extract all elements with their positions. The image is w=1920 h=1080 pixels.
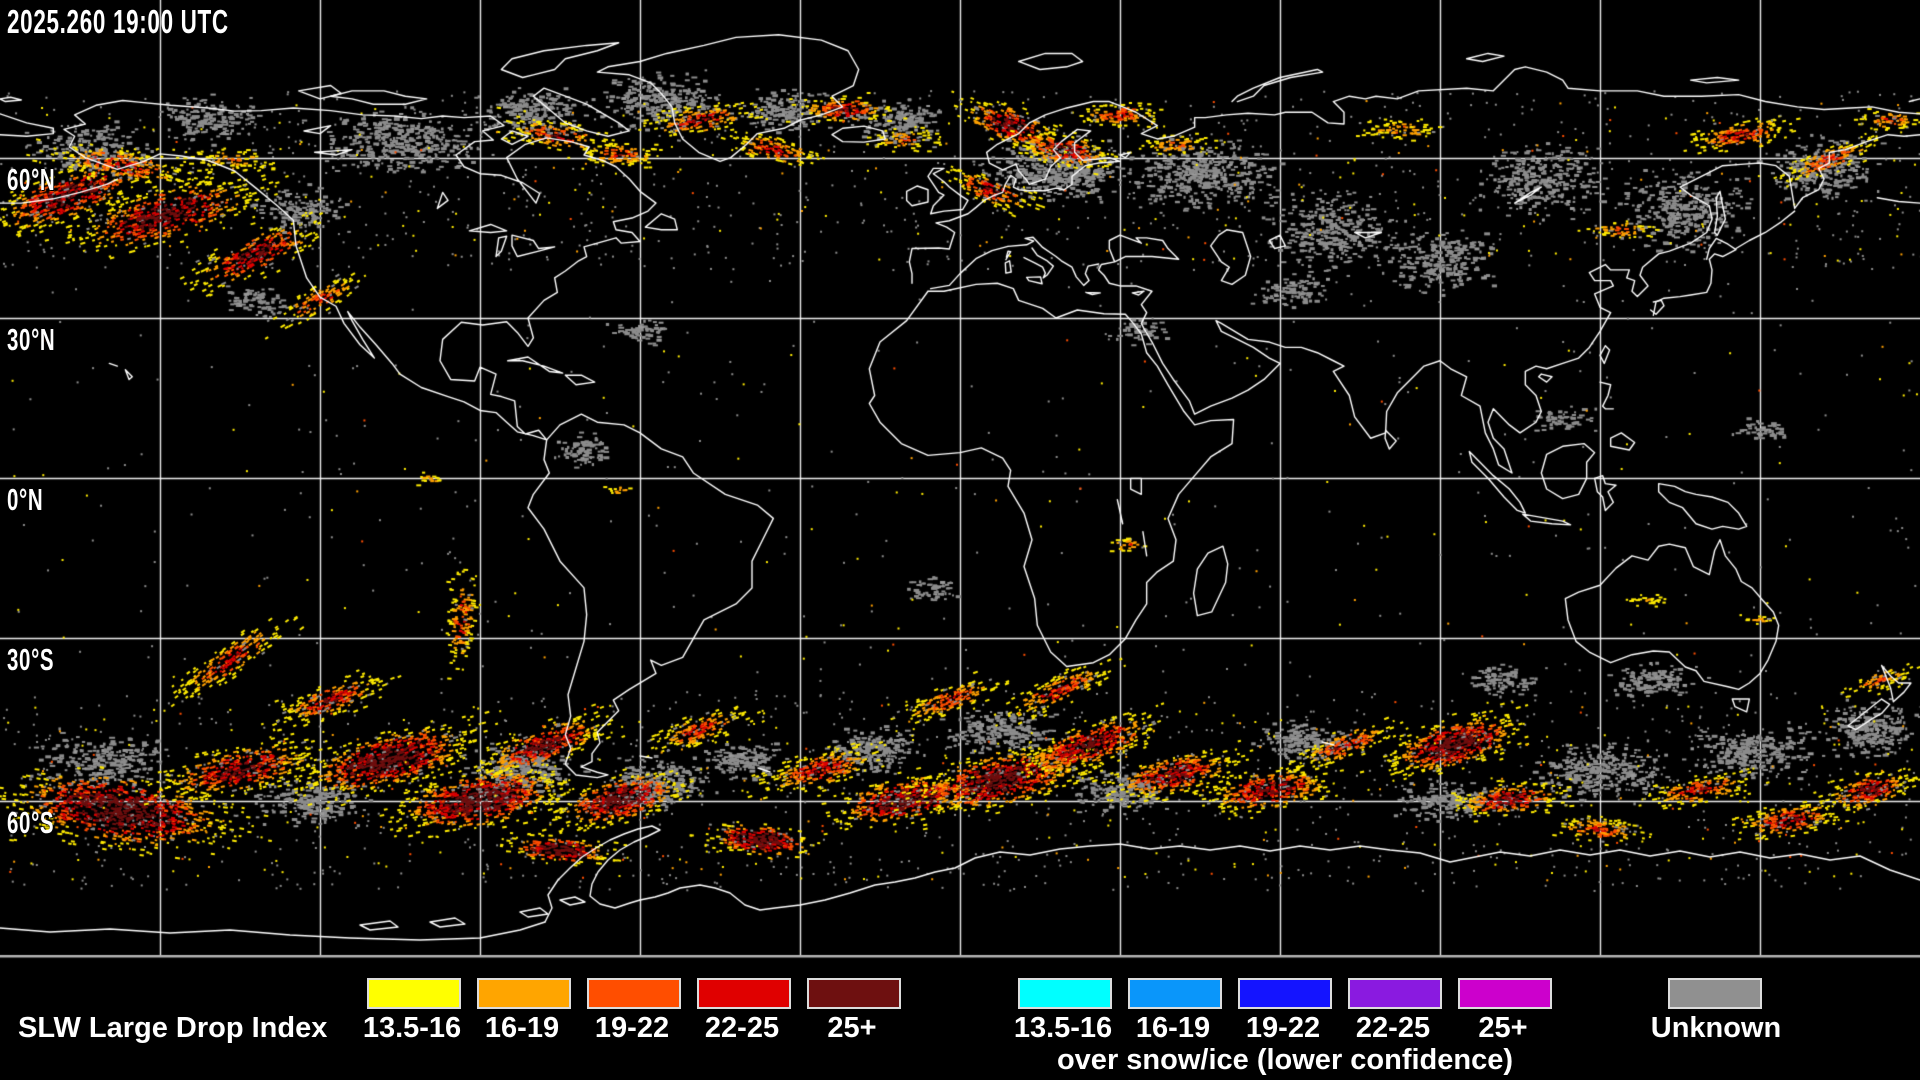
legend-range-label: 22-25	[704, 1012, 780, 1044]
legend-swatch-standard	[807, 978, 901, 1009]
legend-swatch-standard	[587, 978, 681, 1009]
legend-range-label: 25+	[827, 1012, 877, 1044]
legend-range-label: 13.5-16	[362, 1012, 462, 1044]
legend-range-label: 25+	[1478, 1012, 1528, 1044]
legend-range-label: 22-25	[1355, 1012, 1431, 1044]
legend-swatch-snow_ice	[1348, 978, 1442, 1009]
legend-swatch-snow_ice	[1018, 978, 1112, 1009]
legend-unknown-label: Unknown	[1650, 1012, 1782, 1044]
legend-swatch-standard	[697, 978, 791, 1009]
legend-range-label: 16-19	[1135, 1012, 1211, 1044]
legend-swatch-standard	[367, 978, 461, 1009]
legend-range-label: 13.5-16	[1013, 1012, 1113, 1044]
legend-subtitle: over snow/ice (lower confidence)	[1056, 1044, 1514, 1076]
legend-swatch-snow_ice	[1128, 978, 1222, 1009]
lat-label: 30°S	[7, 642, 55, 677]
legend-title: SLW Large Drop Index	[18, 1012, 328, 1044]
legend-swatch-snow_ice	[1238, 978, 1332, 1009]
timestamp: 2025.260 19:00 UTC	[7, 3, 229, 40]
legend-swatch-unknown	[1668, 978, 1762, 1009]
legend-swatch-standard	[477, 978, 571, 1009]
legend-range-label: 19-22	[1245, 1012, 1321, 1044]
lat-label: 60°S	[7, 805, 55, 840]
legend-range-label: 19-22	[594, 1012, 670, 1044]
lat-label: 30°N	[7, 322, 56, 357]
lat-label: 0°N	[7, 482, 44, 517]
legend-swatch-snow_ice	[1458, 978, 1552, 1009]
legend-range-label: 16-19	[484, 1012, 560, 1044]
lat-label: 60°N	[7, 162, 56, 197]
